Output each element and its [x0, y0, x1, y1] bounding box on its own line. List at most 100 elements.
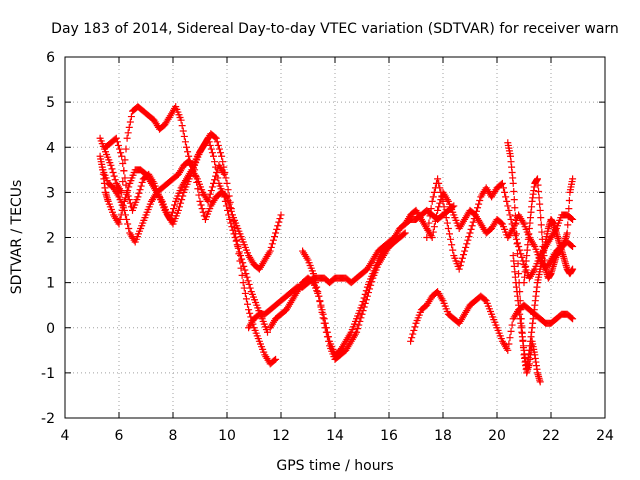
y-axis-title: SDTVAR / TECUs — [9, 180, 25, 295]
data-point — [315, 292, 323, 300]
data-point — [178, 122, 186, 130]
data-point — [206, 141, 214, 149]
data-point — [443, 219, 451, 227]
data-point — [232, 237, 240, 245]
data-point — [534, 175, 541, 183]
data-point — [361, 299, 369, 307]
data-point — [213, 169, 221, 177]
data-point — [181, 138, 189, 146]
data-point — [215, 145, 223, 153]
y-tick-label: -1 — [41, 366, 55, 382]
data-point — [363, 292, 371, 300]
data-point — [441, 208, 449, 216]
data-point — [353, 328, 361, 336]
data-point — [515, 270, 523, 278]
data-point — [467, 225, 475, 233]
data-point — [316, 298, 324, 306]
x-tick-label: 10 — [218, 428, 236, 444]
data-point — [356, 317, 364, 325]
data-point — [272, 355, 280, 363]
data-point — [238, 271, 246, 279]
data-point — [194, 185, 202, 193]
data-point — [122, 145, 130, 153]
data-point — [498, 179, 506, 187]
x-tick-label: 24 — [596, 428, 614, 444]
data-point — [465, 233, 473, 241]
data-point — [118, 152, 126, 160]
series-track-8 — [407, 288, 577, 354]
data-point — [436, 184, 444, 192]
data-point — [568, 314, 576, 322]
data-point — [503, 197, 511, 205]
data-point — [123, 134, 131, 142]
data-point — [230, 230, 238, 238]
data-point — [274, 222, 282, 230]
data-point — [312, 279, 320, 287]
x-tick-label: 16 — [380, 428, 398, 444]
data-point — [565, 205, 573, 213]
data-point — [222, 202, 230, 210]
data-point — [219, 158, 227, 166]
data-point — [407, 337, 415, 345]
data-point — [462, 243, 470, 251]
data-point — [123, 215, 131, 223]
data-point — [113, 138, 121, 146]
data-point — [509, 179, 517, 187]
data-point — [222, 174, 230, 182]
axis-ticks — [64, 56, 606, 419]
data-point — [211, 176, 219, 184]
data-point — [506, 211, 514, 219]
data-point — [475, 200, 483, 208]
data-point — [430, 188, 438, 196]
data-point — [317, 303, 325, 311]
data-point — [210, 152, 217, 160]
data-point — [174, 206, 182, 214]
data-point — [120, 206, 128, 214]
data-point — [195, 191, 203, 199]
data-point — [564, 213, 572, 221]
data-point — [450, 202, 458, 210]
data-point — [357, 314, 365, 322]
data-point — [240, 262, 248, 270]
data-point — [461, 247, 469, 255]
data-point — [563, 229, 571, 237]
data-point — [125, 224, 133, 232]
data-point — [204, 134, 212, 142]
data-point — [244, 277, 252, 285]
data-point — [508, 321, 516, 329]
data-point — [458, 254, 466, 262]
data-point — [457, 258, 465, 266]
data-point — [134, 193, 142, 201]
data-point — [440, 203, 448, 211]
data-point — [513, 240, 521, 248]
data-point — [409, 330, 417, 338]
data-point — [447, 235, 455, 243]
data-point — [436, 199, 444, 207]
data-point — [212, 163, 220, 171]
data-point — [507, 215, 515, 223]
data-point — [167, 212, 175, 220]
data-point — [240, 284, 248, 292]
data-point — [231, 234, 239, 241]
data-point — [217, 149, 225, 157]
data-point — [234, 244, 242, 252]
data-point — [107, 161, 115, 169]
data-point — [125, 123, 133, 131]
data-point — [183, 143, 190, 151]
data-point — [512, 220, 520, 228]
data-point — [205, 194, 213, 202]
data-point — [504, 202, 512, 210]
data-point — [168, 208, 176, 216]
data-point — [269, 236, 277, 244]
data-point — [228, 223, 236, 231]
data-point — [434, 206, 442, 214]
data-point — [308, 278, 316, 286]
series-track-7 — [299, 229, 409, 363]
data-point — [438, 193, 446, 201]
y-tick-label: 4 — [46, 140, 55, 156]
data-point — [109, 169, 117, 177]
data-point — [534, 181, 542, 189]
x-tick-label: 14 — [326, 428, 344, 444]
data-point — [223, 179, 231, 187]
